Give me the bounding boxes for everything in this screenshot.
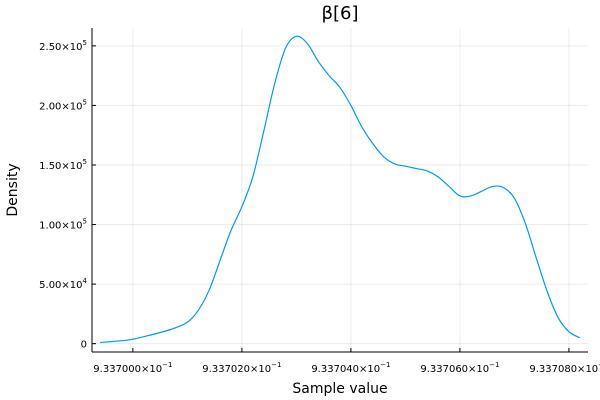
x-tick-label: 9.337080×10−1 (529, 361, 600, 375)
x-tick-label: 9.337020×10−1 (202, 361, 281, 375)
x-tick-exponent: −1 (489, 361, 499, 369)
y-tick-exponent: 5 (83, 39, 87, 47)
x-tick-exponent: −1 (271, 361, 281, 369)
y-tick-exponent: 5 (83, 98, 87, 106)
axes (91, 28, 588, 353)
y-tick-label: 2.00×105 (39, 98, 87, 112)
density-series-line (100, 35, 581, 344)
x-tick-exponent: −1 (162, 361, 172, 369)
y-tick-label: 0 (81, 340, 87, 351)
y-tick-label: 1.00×105 (39, 218, 87, 232)
y-tick-label: 1.50×105 (39, 158, 87, 172)
x-axis-title: Sample value (292, 381, 387, 397)
y-tick-exponent: 5 (83, 218, 87, 226)
grid-lines (92, 28, 588, 352)
y-tick-exponent: 4 (83, 277, 88, 285)
chart-title: β[6] (322, 3, 359, 24)
series-group (100, 35, 581, 344)
x-tick-label: 9.337000×10−1 (93, 361, 172, 375)
y-tick-exponent: 5 (83, 158, 87, 166)
x-tick-exponent: −1 (380, 361, 390, 369)
x-tick-exponent: −1 (598, 361, 600, 369)
y-tick-label: 2.50×105 (39, 39, 87, 53)
y-tick-labels: 0 5.00×104 1.00×105 1.50×105 2.00×105 2.50×10… (39, 39, 87, 351)
y-tick-label: 5.00×104 (39, 277, 87, 291)
x-tick-label: 9.337040×10−1 (311, 361, 390, 375)
x-tick-labels: 9.337000×10−1 9.337020×10−1 9.337040×10−1 9… (93, 361, 600, 375)
y-axis-title: Density (5, 163, 21, 216)
x-tick-label: 9.337060×10−1 (420, 361, 499, 375)
